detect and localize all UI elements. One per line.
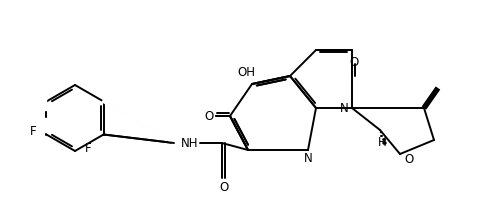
Bar (35, 118, 56, 131)
Text: OH: OH (237, 66, 255, 79)
Text: O: O (404, 152, 414, 165)
Text: F: F (30, 125, 36, 138)
Text: O: O (219, 181, 228, 193)
Text: N: N (340, 101, 348, 114)
Text: F: F (40, 119, 47, 132)
Text: F: F (32, 95, 39, 108)
Text: O: O (205, 109, 214, 122)
Bar (26, 93, 47, 109)
Text: F: F (85, 142, 92, 155)
Text: NH: NH (181, 136, 199, 150)
Text: N: N (304, 151, 312, 164)
Text: H: H (378, 135, 386, 148)
Text: O: O (349, 55, 359, 68)
